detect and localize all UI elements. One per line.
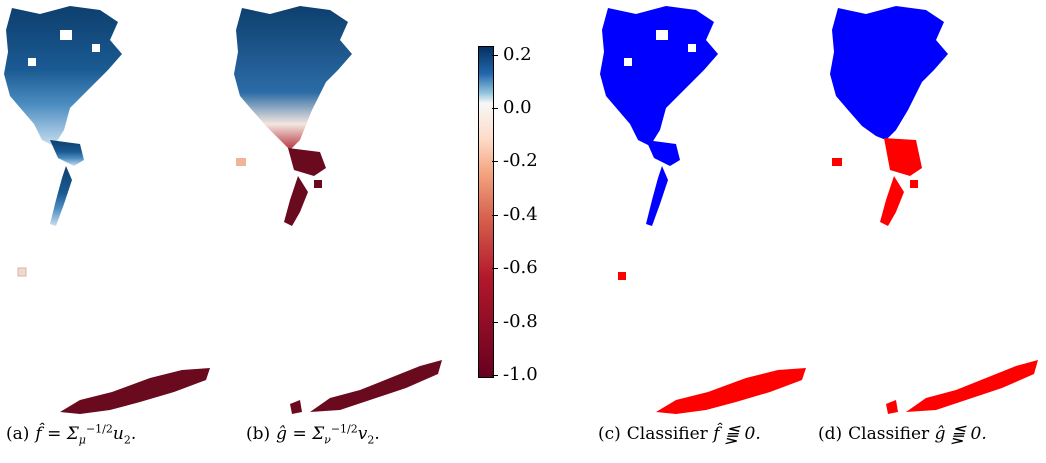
colorbar-tick <box>492 215 498 216</box>
panel-d <box>826 0 1046 420</box>
lower-region-b <box>290 360 442 414</box>
caption-b: (b) ĝ = Σν−1/2v2. <box>246 422 380 447</box>
panel-b <box>230 0 460 420</box>
colorbar-tick-label: -0.8 <box>503 311 538 332</box>
colorbar-tick-label: -0.4 <box>503 204 538 225</box>
colorbar-tick <box>492 55 498 56</box>
colorbar-tick <box>492 268 498 269</box>
red-class-region-c <box>656 368 806 414</box>
colorbar-tick-label: -0.6 <box>503 257 538 278</box>
caption-d: (d) Classifier ĝ ⪋ 0. <box>818 424 987 444</box>
isolated-pixel-a <box>17 267 27 277</box>
caption-c: (c) Classifier f̂ ⪋ 0. <box>598 424 761 444</box>
colorbar-tick <box>492 375 498 376</box>
holes-a <box>28 30 100 66</box>
blue-class-region-d <box>830 6 948 140</box>
colorbar-tick-label: 0.2 <box>503 44 532 65</box>
isolated-pixel-b <box>236 158 246 166</box>
colorbar-tick-label: -0.2 <box>503 150 538 171</box>
panel-c-map <box>600 6 806 414</box>
colorbar-tick <box>492 161 498 162</box>
upper-region-b <box>234 6 352 150</box>
red-class-region-d <box>832 138 1038 414</box>
lower-region-a <box>60 368 210 414</box>
colorbar-tick <box>492 322 498 323</box>
panel-c <box>596 0 826 420</box>
colorbar-tick-label: -1.0 <box>503 364 538 385</box>
colorbar-tick-label: 0.0 <box>503 97 532 118</box>
holes-c <box>624 30 696 66</box>
panel-b-map <box>234 6 442 414</box>
colorbar-tick <box>492 108 498 109</box>
panel-a <box>0 0 230 420</box>
caption-a: (a) f̂ = Σμ−1/2u2. <box>6 422 137 447</box>
middle-region-b <box>284 148 326 226</box>
colorbar <box>478 46 494 378</box>
panel-d-map <box>830 6 1038 414</box>
panel-a-map <box>4 6 210 414</box>
blue-class-region-c <box>600 6 718 226</box>
isolated-pixel-c <box>618 272 626 280</box>
upper-region-a <box>4 6 122 226</box>
